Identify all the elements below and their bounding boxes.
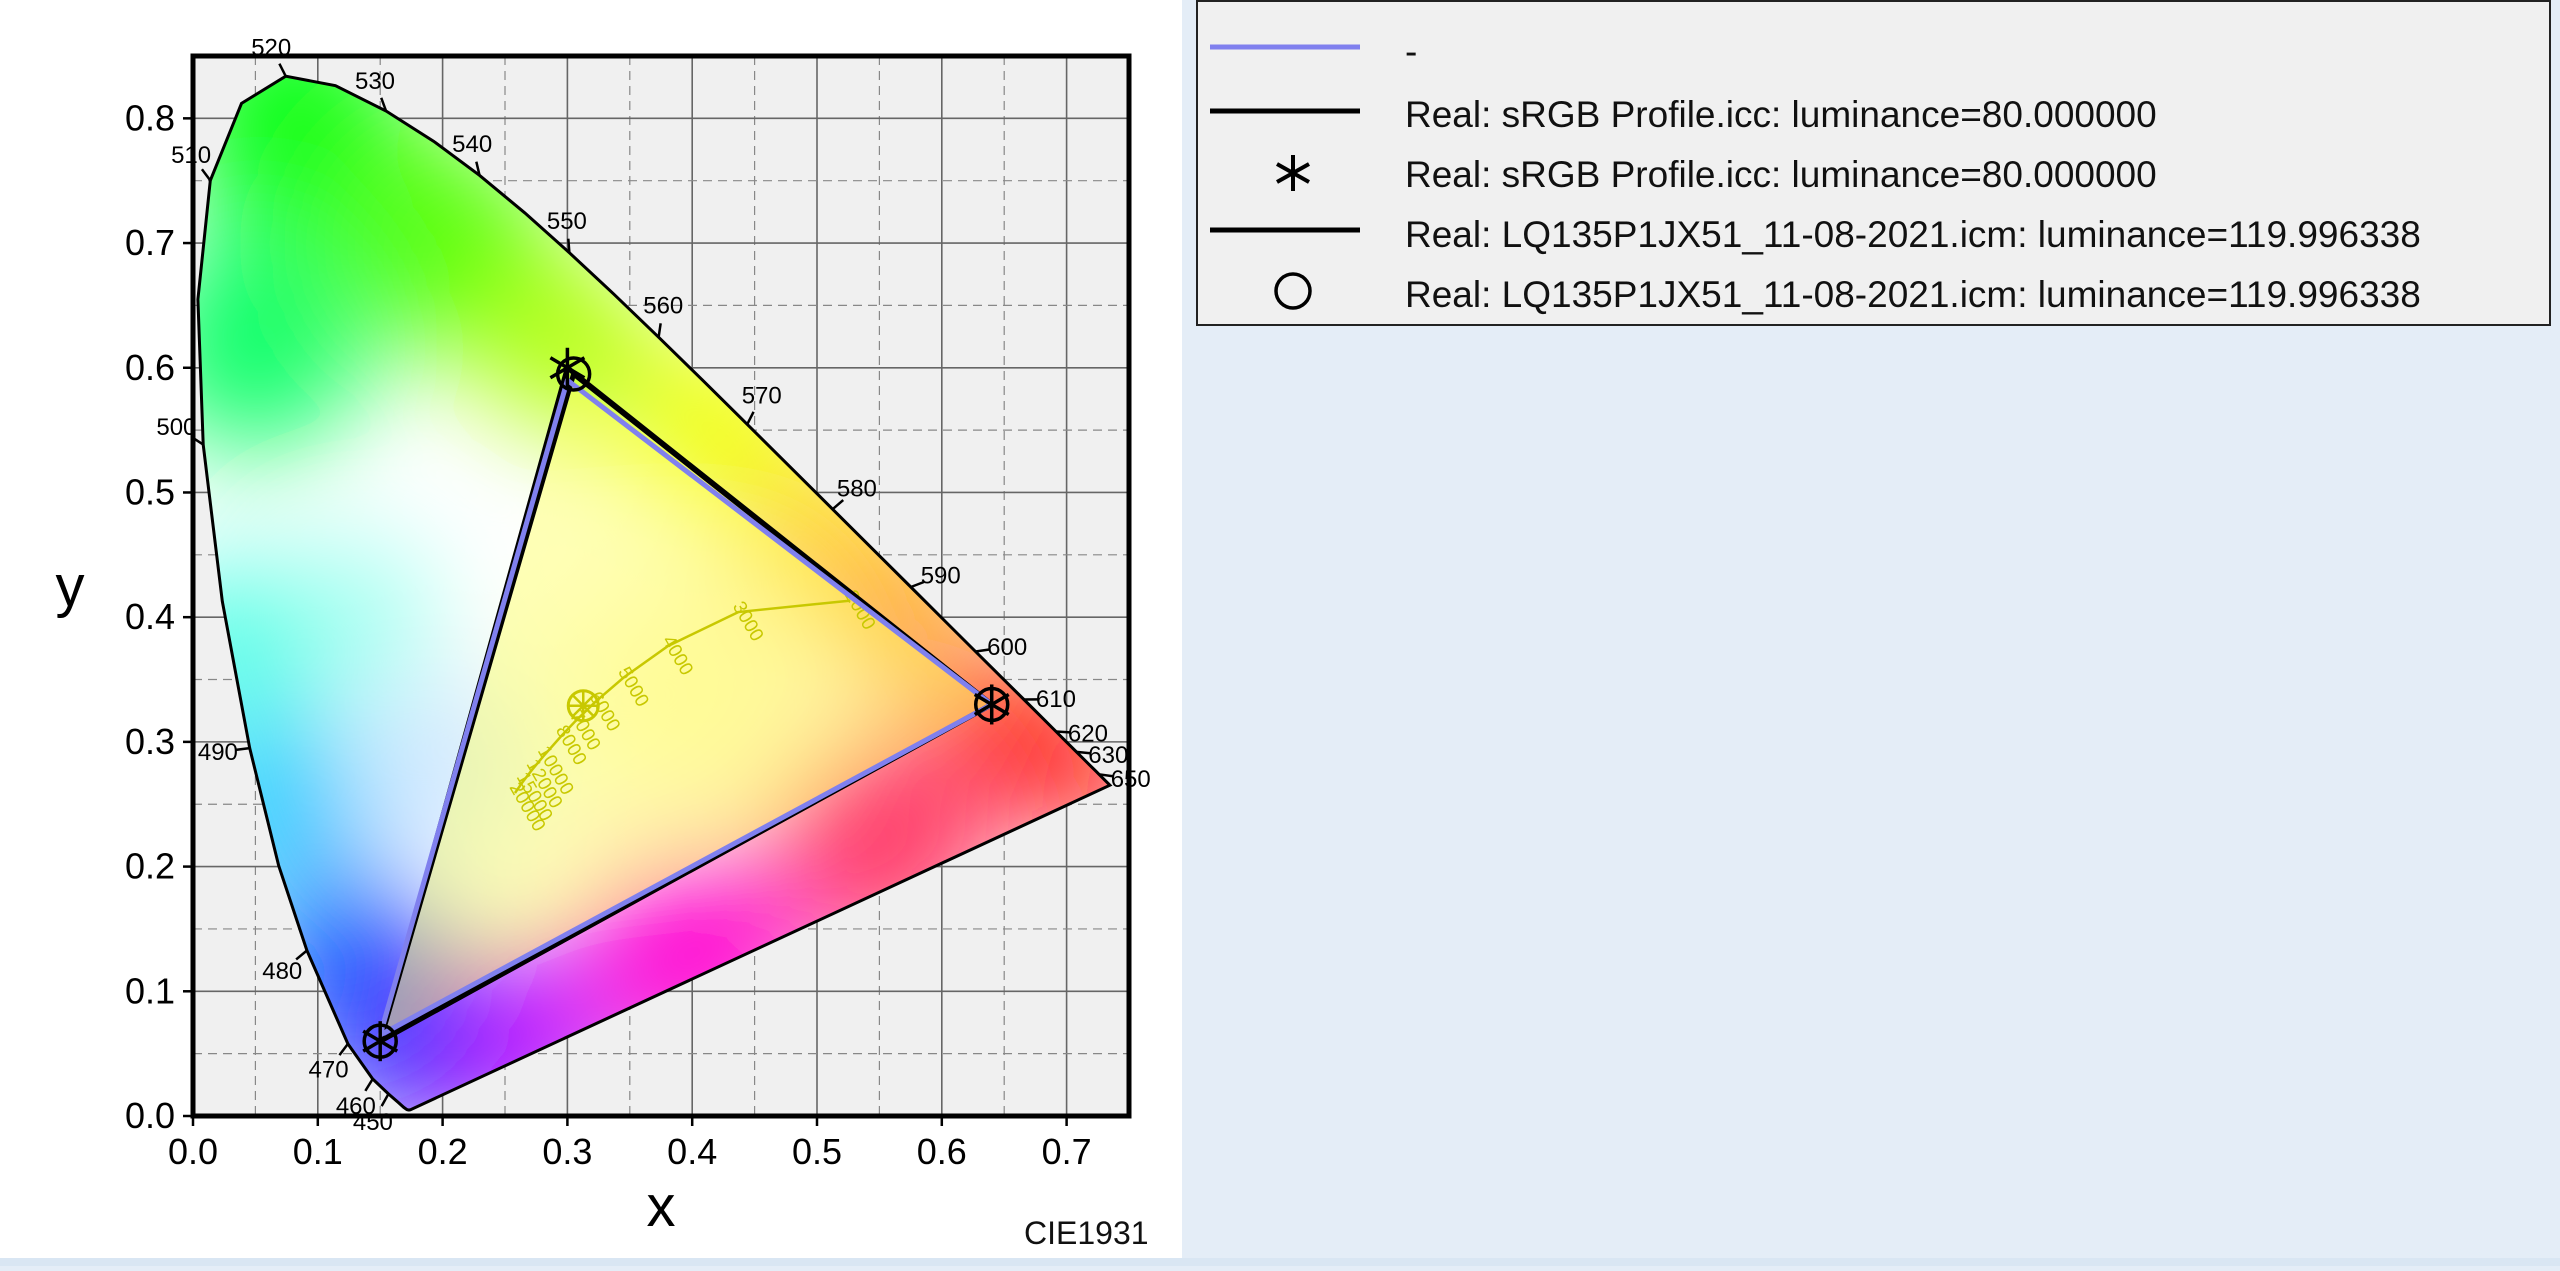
wavelength-label: 460 [336,1093,376,1120]
legend-label: - [1405,31,1417,73]
wavelength-label: 650 [1111,766,1151,793]
wavelength-label: 480 [262,958,302,985]
wavelength-label: 490 [198,739,238,766]
x-tick-label: 0.1 [293,1131,343,1172]
legend-swatch-line [1210,20,1368,80]
y-tick-label: 0.8 [125,97,175,138]
x-tick-label: 0.0 [168,1131,218,1172]
wavelength-label: 570 [742,383,782,410]
legend-label: Real: LQ135P1JX51_11-08-2021.icm: lumina… [1405,214,2421,256]
wavelength-label: 560 [643,293,683,320]
legend: - Real: sRGB Profile.icc: luminance=80.0… [1196,0,2551,326]
x-tick-label: 0.2 [418,1131,468,1172]
y-tick-label: 0.4 [125,596,175,637]
y-tick-label: 0.2 [125,846,175,887]
legend-swatch-circle-icon [1210,263,1368,323]
y-tick-label: 0.5 [125,471,175,512]
wavelength-label: 600 [987,634,1027,661]
legend-item: - [1198,20,2549,80]
wavelength-label: 580 [837,475,877,502]
y-tick-label: 0.0 [125,1095,175,1136]
wavelength-label: 550 [547,208,587,235]
legend-swatch-asterisk-icon [1210,143,1368,203]
wavelength-label: 470 [309,1056,349,1083]
legend-item: Real: sRGB Profile.icc: luminance=80.000… [1198,83,2549,143]
legend-swatch-line [1210,203,1368,263]
legend-label: Real: sRGB Profile.icc: luminance=80.000… [1405,94,2157,136]
wavelength-label: 530 [355,68,395,95]
legend-item: Real: LQ135P1JX51_11-08-2021.icm: lumina… [1198,263,2549,323]
legend-item: Real: LQ135P1JX51_11-08-2021.icm: lumina… [1198,203,2549,263]
wavelength-label: 590 [921,563,961,590]
y-tick-label: 0.3 [125,721,175,762]
cie-chromaticity-chart: 2000300040005000600070008000100001200015… [0,0,1182,1266]
y-tick-label: 0.7 [125,222,175,263]
wavelength-label: 610 [1036,686,1076,713]
x-axis-label: x [647,1174,676,1239]
y-axis-label: y [56,554,85,619]
y-tick-label: 0.1 [125,970,175,1011]
x-tick-label: 0.7 [1042,1131,1092,1172]
x-tick-label: 0.3 [542,1131,592,1172]
cie1931-label: CIE1931 [1024,1215,1149,1252]
wavelength-label: 540 [452,131,492,158]
y-tick-label: 0.6 [125,347,175,388]
color-blob [275,537,435,697]
wavelength-label: 500 [156,414,196,441]
status-strip [0,1258,2560,1266]
wavelength-label: 510 [171,142,211,169]
legend-item: Real: sRGB Profile.icc: luminance=80.000… [1198,143,2549,203]
x-tick-label: 0.6 [917,1131,967,1172]
wavelength-label: 520 [251,35,291,62]
wavelength-tick [568,239,569,253]
legend-swatch-line [1210,83,1368,143]
x-tick-label: 0.5 [792,1131,842,1172]
legend-label: Real: sRGB Profile.icc: luminance=80.000… [1405,154,2157,196]
legend-label: Real: LQ135P1JX51_11-08-2021.icm: lumina… [1405,274,2421,316]
x-tick-label: 0.4 [667,1131,717,1172]
